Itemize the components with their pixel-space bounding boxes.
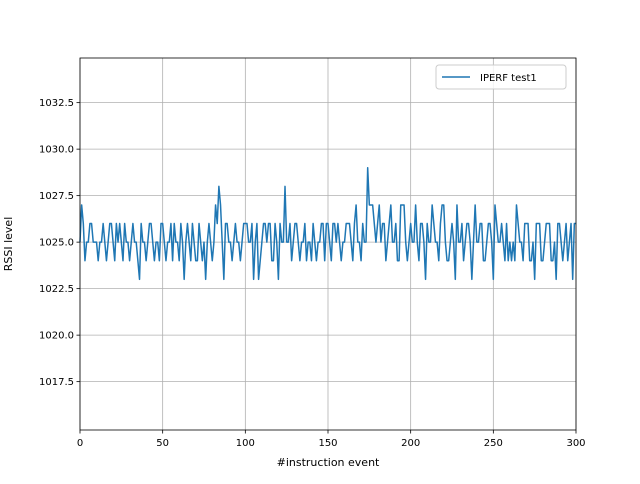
x-tick-label: 200 [401,438,420,449]
y-axis-label: RSSI level [2,217,15,272]
y-tick-label: 1022.5 [39,284,74,295]
x-tick-label: 300 [566,438,585,449]
y-tick-label: 1030.0 [39,145,74,156]
x-tick-label: 250 [484,438,503,449]
x-tick-label: 50 [156,438,169,449]
legend-box [435,64,567,90]
x-tick-label: 0 [77,438,83,449]
y-tick-label: 1020.0 [39,331,74,342]
y-tick-label: 1017.5 [39,377,74,388]
y-tick-label: 1027.5 [39,191,74,202]
x-tick-label: 100 [236,438,255,449]
data-line [79,166,576,281]
x-axis-label: #instruction event [277,456,380,469]
y-tick-label: 1032.5 [39,98,74,109]
legend-label: IPERF test1 [480,73,537,84]
x-tick-label: 150 [318,438,337,449]
plot-frame [79,57,577,431]
y-tick-label: 1025.0 [39,238,74,249]
